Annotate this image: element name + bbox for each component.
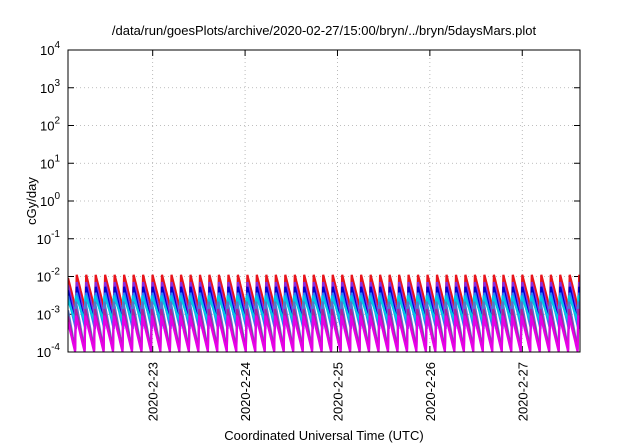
chart-title: /data/run/goesPlots/archive/2020-02-27/1… — [112, 23, 537, 38]
series-line — [68, 292, 580, 330]
x-tick-label: 2020-2-26 — [423, 362, 438, 421]
series-line — [68, 281, 580, 319]
y-tick-label: 104 — [40, 40, 60, 58]
series-line — [68, 315, 580, 352]
x-tick-label: 2020-2-25 — [330, 362, 345, 421]
plot-frame — [67, 49, 581, 353]
series-line — [68, 295, 580, 322]
y-tick-label: 101 — [40, 153, 60, 171]
x-tick-label: 2020-2-24 — [238, 362, 253, 421]
y-tick-label: 103 — [40, 78, 60, 96]
x-axis-label: Coordinated Universal Time (UTC) — [224, 428, 423, 443]
series-line — [68, 308, 580, 351]
y-tick-label: 10-2 — [37, 267, 61, 285]
x-tick-labels: 2020-2-23 2020-2-24 2020-2-25 2020-2-26 2020… — [146, 362, 531, 421]
y-tick-label: 10-1 — [37, 229, 61, 247]
y-tick-label: 102 — [40, 116, 60, 134]
x-tick-label: 2020-2-23 — [146, 362, 161, 421]
y-tick-label: 10-3 — [37, 304, 61, 322]
x-tick-label: 2020-2-27 — [515, 362, 530, 421]
y-tick-label: 100 — [40, 191, 60, 209]
y-tick-labels: 10-4 10-3 10-2 10-1 100 101 102 103 104 — [37, 40, 61, 360]
series-line — [68, 274, 580, 310]
series-line — [68, 301, 580, 350]
series-line — [68, 286, 580, 327]
y-tick-label: 10-4 — [37, 342, 61, 360]
series-lines — [68, 274, 580, 352]
y-axis-label: cGy/day — [24, 177, 39, 225]
